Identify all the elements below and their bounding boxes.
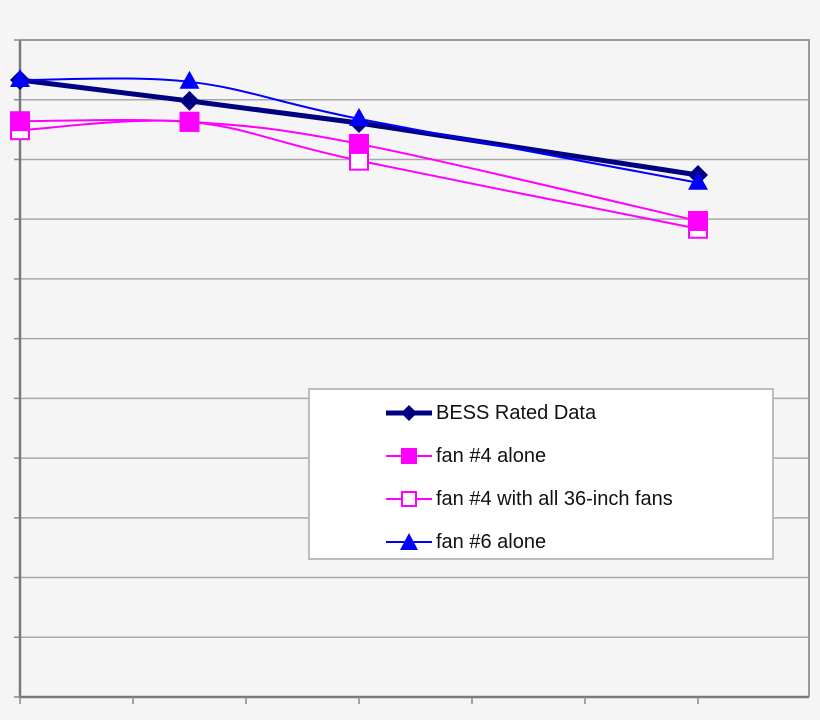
diamond-marker-icon xyxy=(386,405,432,421)
axes xyxy=(14,39,810,704)
series-fan-4-alone xyxy=(10,111,708,231)
legend-item-bess: BESS Rated Data xyxy=(386,398,596,428)
triangle-marker-icon xyxy=(349,107,369,126)
legend-item-fan4-all: fan #4 with all 36-inch fans xyxy=(386,484,673,514)
series-line xyxy=(19,119,699,230)
triangle-marker-icon xyxy=(688,171,708,190)
open-square-marker-icon xyxy=(386,491,432,507)
chart-legend: BESS Rated Data fan #4 alone fan #4 with… xyxy=(308,388,774,560)
legend-label: fan #4 alone xyxy=(436,444,547,467)
filled-square-marker-icon xyxy=(179,111,200,132)
open-square-marker-icon xyxy=(349,150,369,171)
filled-square-marker-icon xyxy=(10,111,30,132)
plot-border xyxy=(20,39,810,697)
series-line xyxy=(19,77,699,184)
triangle-marker-icon xyxy=(10,69,30,88)
legend-label: BESS Rated Data xyxy=(436,401,597,424)
triangle-marker-icon xyxy=(179,70,200,89)
legend-label: fan #6 alone xyxy=(436,530,547,553)
series-layer xyxy=(10,69,708,239)
diamond-marker-icon xyxy=(179,90,200,111)
legend-item-fan6: fan #6 alone xyxy=(386,527,546,557)
series-line xyxy=(19,119,699,222)
legend-label: fan #4 with all 36-inch fans xyxy=(436,487,673,510)
series-line xyxy=(19,77,699,178)
legend-item-fan4-alone: fan #4 alone xyxy=(386,441,546,471)
filled-square-marker-icon xyxy=(349,133,369,154)
filled-square-marker-icon xyxy=(688,210,708,231)
series-fan-6-alone xyxy=(10,69,708,190)
triangle-marker-icon xyxy=(386,533,432,550)
filled-square-marker-icon xyxy=(386,448,432,464)
